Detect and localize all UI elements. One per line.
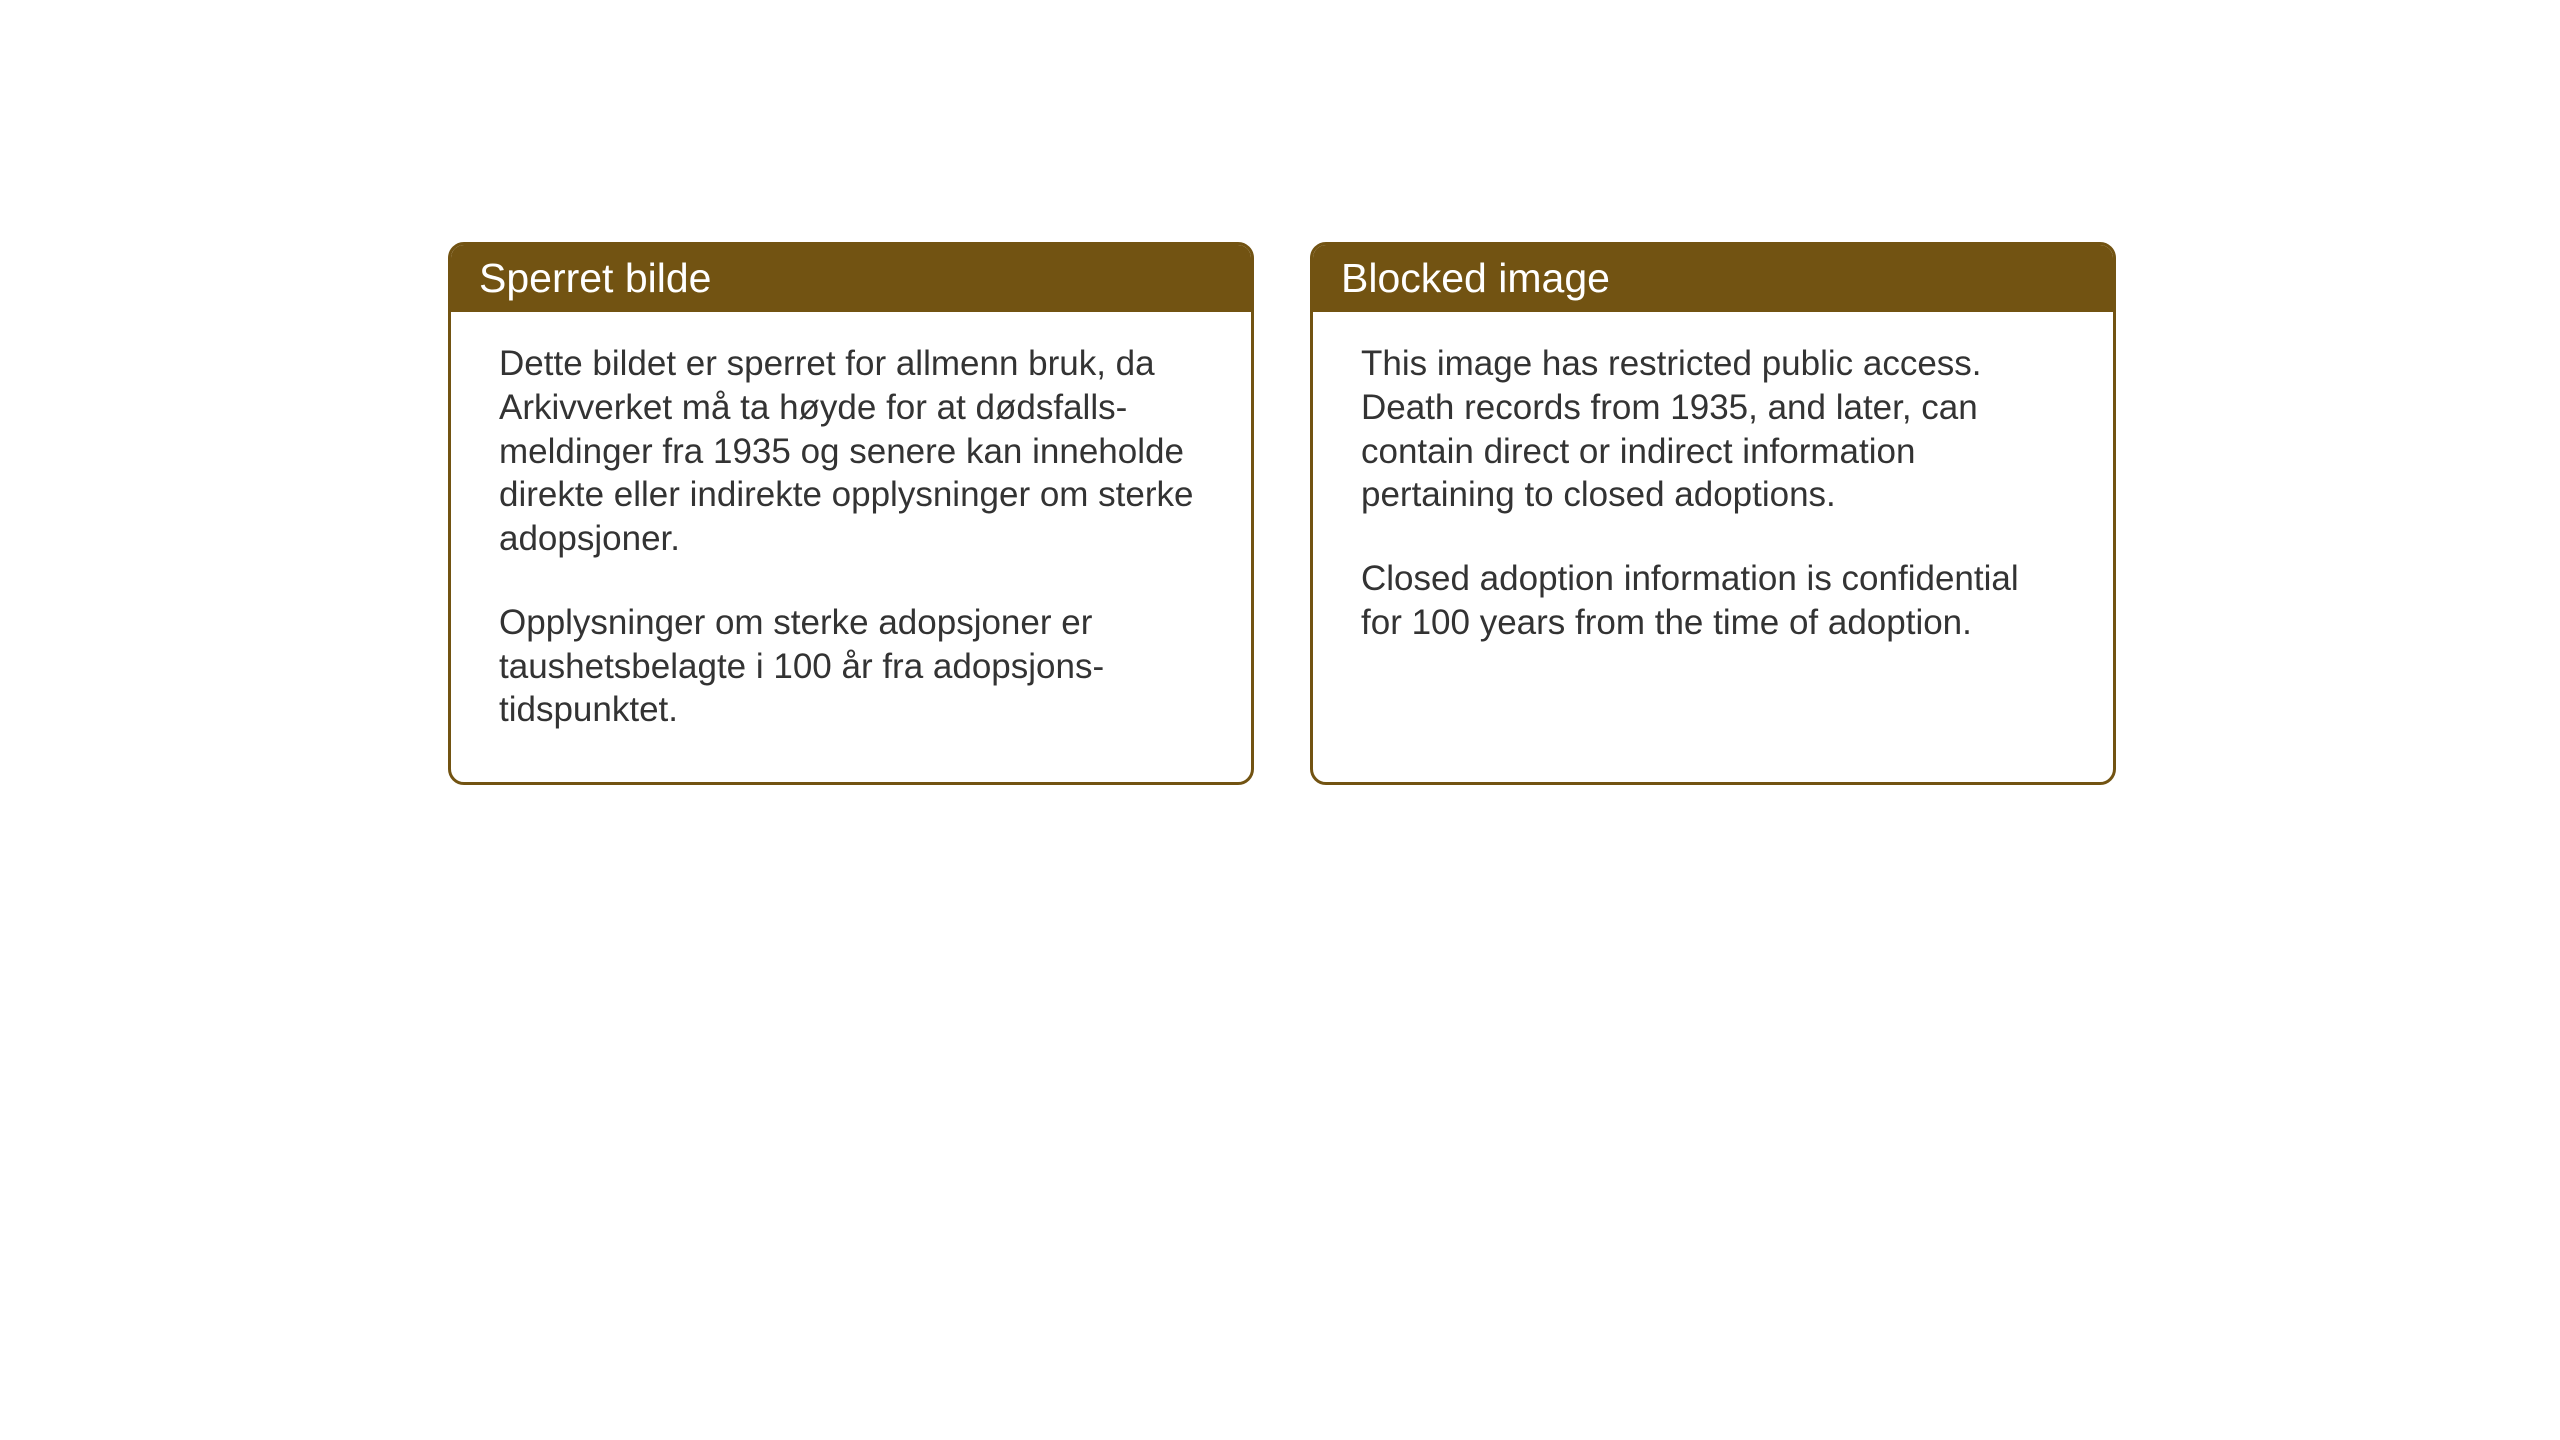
card-english: Blocked image This image has restricted … xyxy=(1310,242,2116,785)
card-body-english: This image has restricted public access.… xyxy=(1313,312,2113,695)
card-body-norwegian: Dette bildet er sperret for allmenn bruk… xyxy=(451,312,1251,782)
card-paragraph-norwegian-2: Opplysninger om sterke adopsjoner er tau… xyxy=(499,601,1203,732)
cards-container: Sperret bilde Dette bildet er sperret fo… xyxy=(448,242,2116,785)
card-header-english: Blocked image xyxy=(1313,245,2113,312)
card-header-norwegian: Sperret bilde xyxy=(451,245,1251,312)
card-paragraph-norwegian-1: Dette bildet er sperret for allmenn bruk… xyxy=(499,342,1203,561)
card-title-english: Blocked image xyxy=(1341,255,1610,301)
card-paragraph-english-1: This image has restricted public access.… xyxy=(1361,342,2065,517)
card-paragraph-english-2: Closed adoption information is confident… xyxy=(1361,557,2065,645)
card-title-norwegian: Sperret bilde xyxy=(479,255,711,301)
card-norwegian: Sperret bilde Dette bildet er sperret fo… xyxy=(448,242,1254,785)
